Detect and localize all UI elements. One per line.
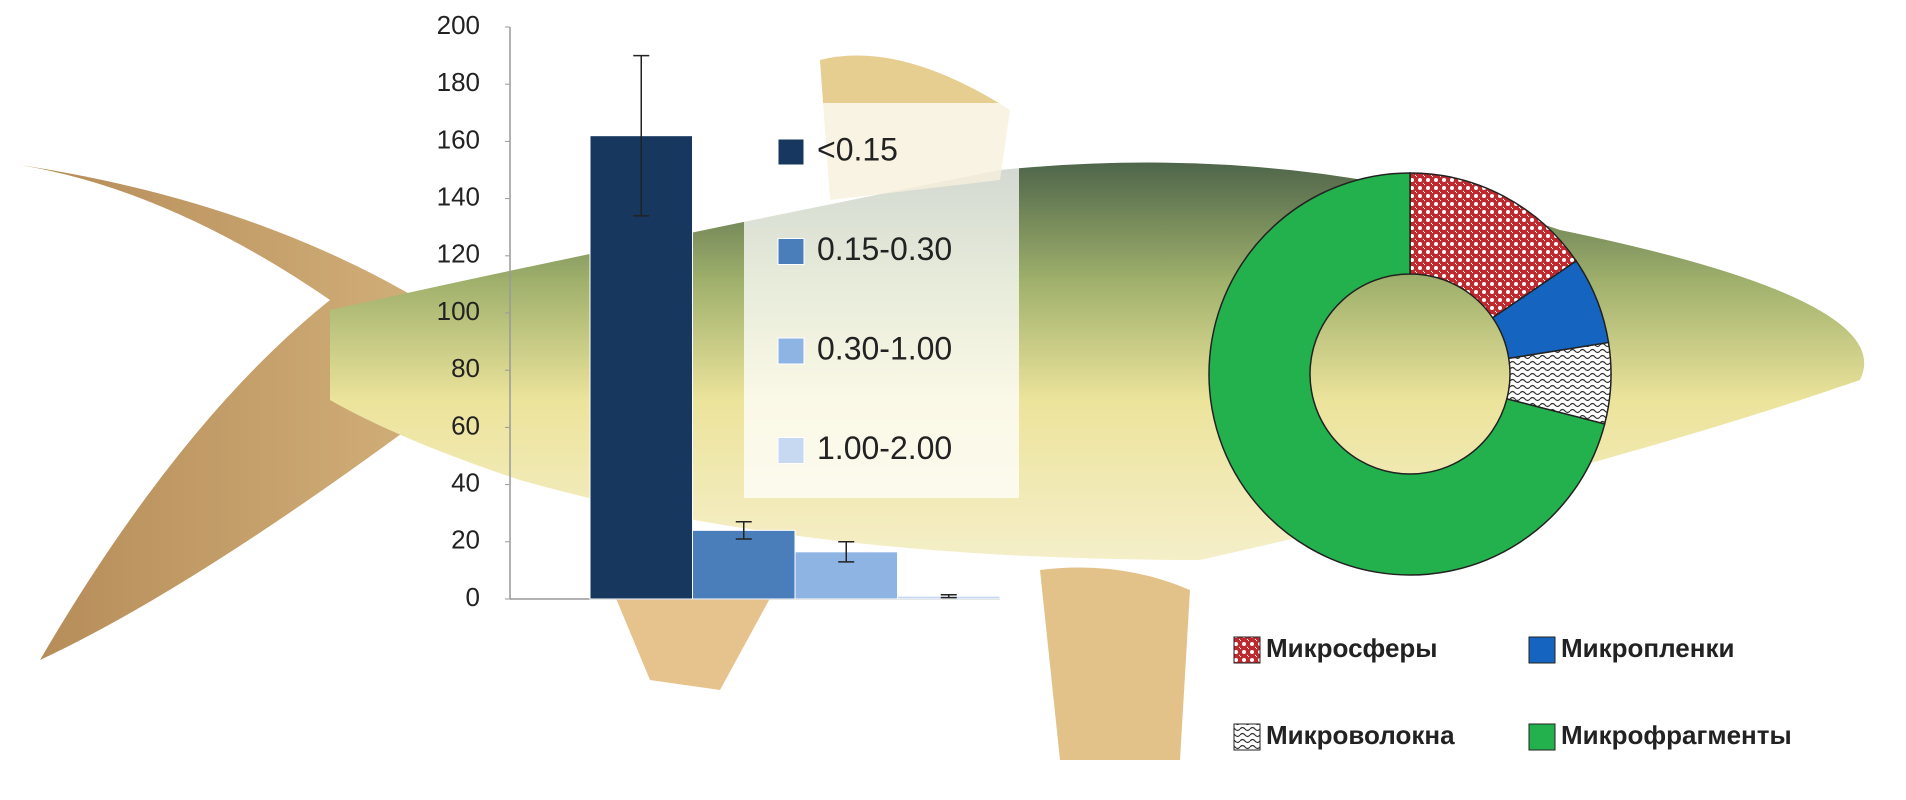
donut-slice — [1409, 172, 1578, 319]
legend-background — [744, 103, 1019, 498]
error-bar — [940, 593, 957, 599]
legend-label: Микропленки — [1561, 633, 1734, 663]
error-bar — [838, 541, 855, 563]
y-tick-label: 180 — [437, 67, 480, 97]
y-tick-label: 20 — [451, 525, 480, 555]
legend-swatch — [1233, 636, 1261, 664]
y-tick-label: 60 — [451, 410, 480, 440]
error-bar — [735, 521, 752, 540]
legend-swatch — [1233, 723, 1261, 751]
legend-label: Микрофрагменты — [1561, 720, 1792, 750]
legend-swatch — [777, 437, 805, 464]
y-tick-label: 200 — [437, 10, 480, 40]
y-tick-label: 80 — [451, 353, 480, 383]
legend-swatch — [1528, 636, 1556, 664]
donut-slice — [1208, 172, 1606, 576]
legend-swatch — [777, 138, 805, 166]
legend-label: Микросферы — [1266, 633, 1438, 663]
legend-swatch — [1528, 723, 1556, 751]
y-tick-label: 40 — [451, 467, 480, 497]
legend-label: <0.15 — [817, 131, 898, 167]
y-tick-label: 120 — [437, 239, 480, 269]
legend-swatch — [777, 337, 805, 365]
y-tick-label: 0 — [466, 582, 480, 612]
y-tick-label: 100 — [437, 296, 480, 326]
error-bar — [633, 54, 650, 217]
legend-label: Микроволокна — [1266, 720, 1455, 750]
y-tick-label: 160 — [437, 124, 480, 154]
y-tick-label: 140 — [437, 181, 480, 211]
plots: 0 20 40 60 80 100 120 140 160 180 200 <0.15 0.15-0.3… — [437, 10, 1792, 751]
bar — [692, 529, 796, 600]
legend-label: 0.15-0.30 — [817, 231, 952, 267]
legend-label: 1.00-2.00 — [817, 430, 952, 466]
legend-swatch — [777, 238, 805, 265]
legend-label: 0.30-1.00 — [817, 330, 952, 366]
